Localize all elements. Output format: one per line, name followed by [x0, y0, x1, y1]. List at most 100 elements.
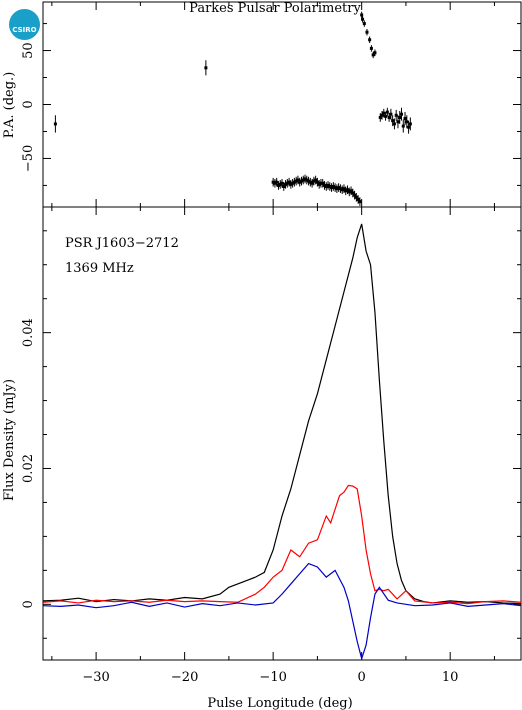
pa-point: [282, 185, 286, 188]
pa-point: [284, 182, 288, 186]
pa-point: [400, 112, 403, 116]
pa-point: [347, 190, 351, 194]
pa-point: [289, 182, 293, 186]
pa-point: [358, 200, 362, 204]
pa-y-tick-label: −50: [21, 145, 36, 172]
pa-point: [349, 189, 353, 193]
pa-point: [275, 180, 279, 184]
pa-points: [53, 11, 412, 206]
pa-point: [276, 183, 280, 187]
flux-y-tick-label: 0.02: [21, 454, 36, 483]
pa-point: [322, 183, 326, 187]
pa-y-axis-label: P.A. (deg.): [2, 72, 17, 139]
x-tick-label: −10: [259, 670, 286, 685]
pa-point: [53, 122, 57, 126]
pa-point: [387, 115, 391, 119]
pa-point: [338, 187, 342, 191]
pa-point: [407, 125, 411, 129]
flux-panel-frame: [42, 206, 522, 661]
flux-series-line-1: [42, 484, 522, 605]
pa-point: [361, 17, 365, 21]
pa-point: [287, 180, 291, 184]
pa-point: [408, 122, 412, 126]
pa-point: [385, 110, 389, 114]
pa-point: [271, 180, 275, 184]
pa-y-tick-label: 0: [21, 100, 36, 108]
flux-series-line-2: [42, 562, 522, 661]
flux-y-axis-label: Flux Density (mJy): [2, 379, 17, 501]
pa-point: [312, 179, 316, 183]
flux-series-line-0: [42, 223, 522, 605]
pa-point: [392, 122, 396, 126]
pa-point: [307, 179, 311, 183]
pa-point: [294, 179, 298, 183]
pa-point: [369, 46, 373, 50]
pa-point: [319, 181, 323, 185]
pa-point: [353, 193, 357, 197]
x-axis-label: Pulse Longitude (deg): [207, 696, 352, 710]
pa-point: [280, 181, 284, 185]
pa-point: [321, 181, 325, 185]
pa-point: [340, 188, 344, 192]
x-tick-label: 10: [442, 670, 459, 685]
x-tick-label: −30: [82, 670, 109, 685]
pa-point: [324, 185, 328, 188]
pa-point: [299, 179, 303, 183]
pa-point: [401, 124, 405, 128]
pa-point: [368, 38, 372, 42]
pa-point: [333, 186, 337, 190]
pa-point: [337, 186, 341, 190]
pa-point: [371, 53, 375, 57]
pa-y-tick-label: 50: [21, 42, 36, 59]
pa-point: [330, 186, 334, 190]
pa-point: [342, 187, 346, 191]
pa-point: [346, 188, 350, 192]
chart-title: Parkes Pulsar Polarimetry: [189, 1, 361, 16]
pa-point: [403, 117, 407, 121]
pa-point: [378, 115, 382, 119]
pa-point: [292, 180, 296, 184]
pa-point: [305, 178, 309, 182]
pa-point: [308, 180, 312, 184]
pa-point: [391, 119, 395, 123]
x-tick-label: −20: [171, 670, 198, 685]
pa-point: [405, 120, 409, 124]
pa-point: [298, 180, 302, 184]
pa-point: [317, 182, 321, 186]
pa-point: [296, 178, 300, 182]
pa-point: [354, 195, 358, 199]
pa-point: [384, 114, 388, 118]
pa-point: [326, 183, 330, 187]
pa-point: [380, 113, 384, 117]
pa-point: [328, 185, 332, 188]
pa-point: [278, 182, 282, 186]
pa-point: [291, 181, 295, 185]
x-tick-label: 0: [358, 670, 366, 685]
pa-panel-frame: [42, 1, 522, 208]
flux-y-tick-label: 0.04: [21, 318, 36, 347]
pa-point: [344, 189, 348, 193]
pa-point: [362, 22, 366, 26]
pa-point: [310, 181, 314, 185]
pa-point: [351, 191, 355, 195]
pa-point: [382, 111, 386, 115]
pa-point: [389, 112, 393, 116]
frequency-label: 1369 MHz: [65, 261, 134, 276]
pa-point: [273, 181, 277, 185]
pa-point: [398, 115, 402, 119]
pa-point: [396, 120, 400, 124]
pa-point: [315, 180, 319, 184]
pa-point: [356, 197, 360, 201]
pa-point: [204, 66, 208, 70]
pa-point: [360, 13, 364, 17]
pa-point: [314, 178, 318, 182]
pa-point: [373, 51, 377, 55]
pa-point: [335, 187, 339, 191]
flux-y-tick-label: 0: [21, 600, 36, 608]
pa-point: [394, 113, 398, 117]
pa-point: [303, 177, 307, 181]
pulsar-name-label: PSR J1603−2712: [65, 236, 179, 251]
pa-point: [301, 178, 305, 182]
csiro-logo: CSIRO: [9, 9, 40, 40]
